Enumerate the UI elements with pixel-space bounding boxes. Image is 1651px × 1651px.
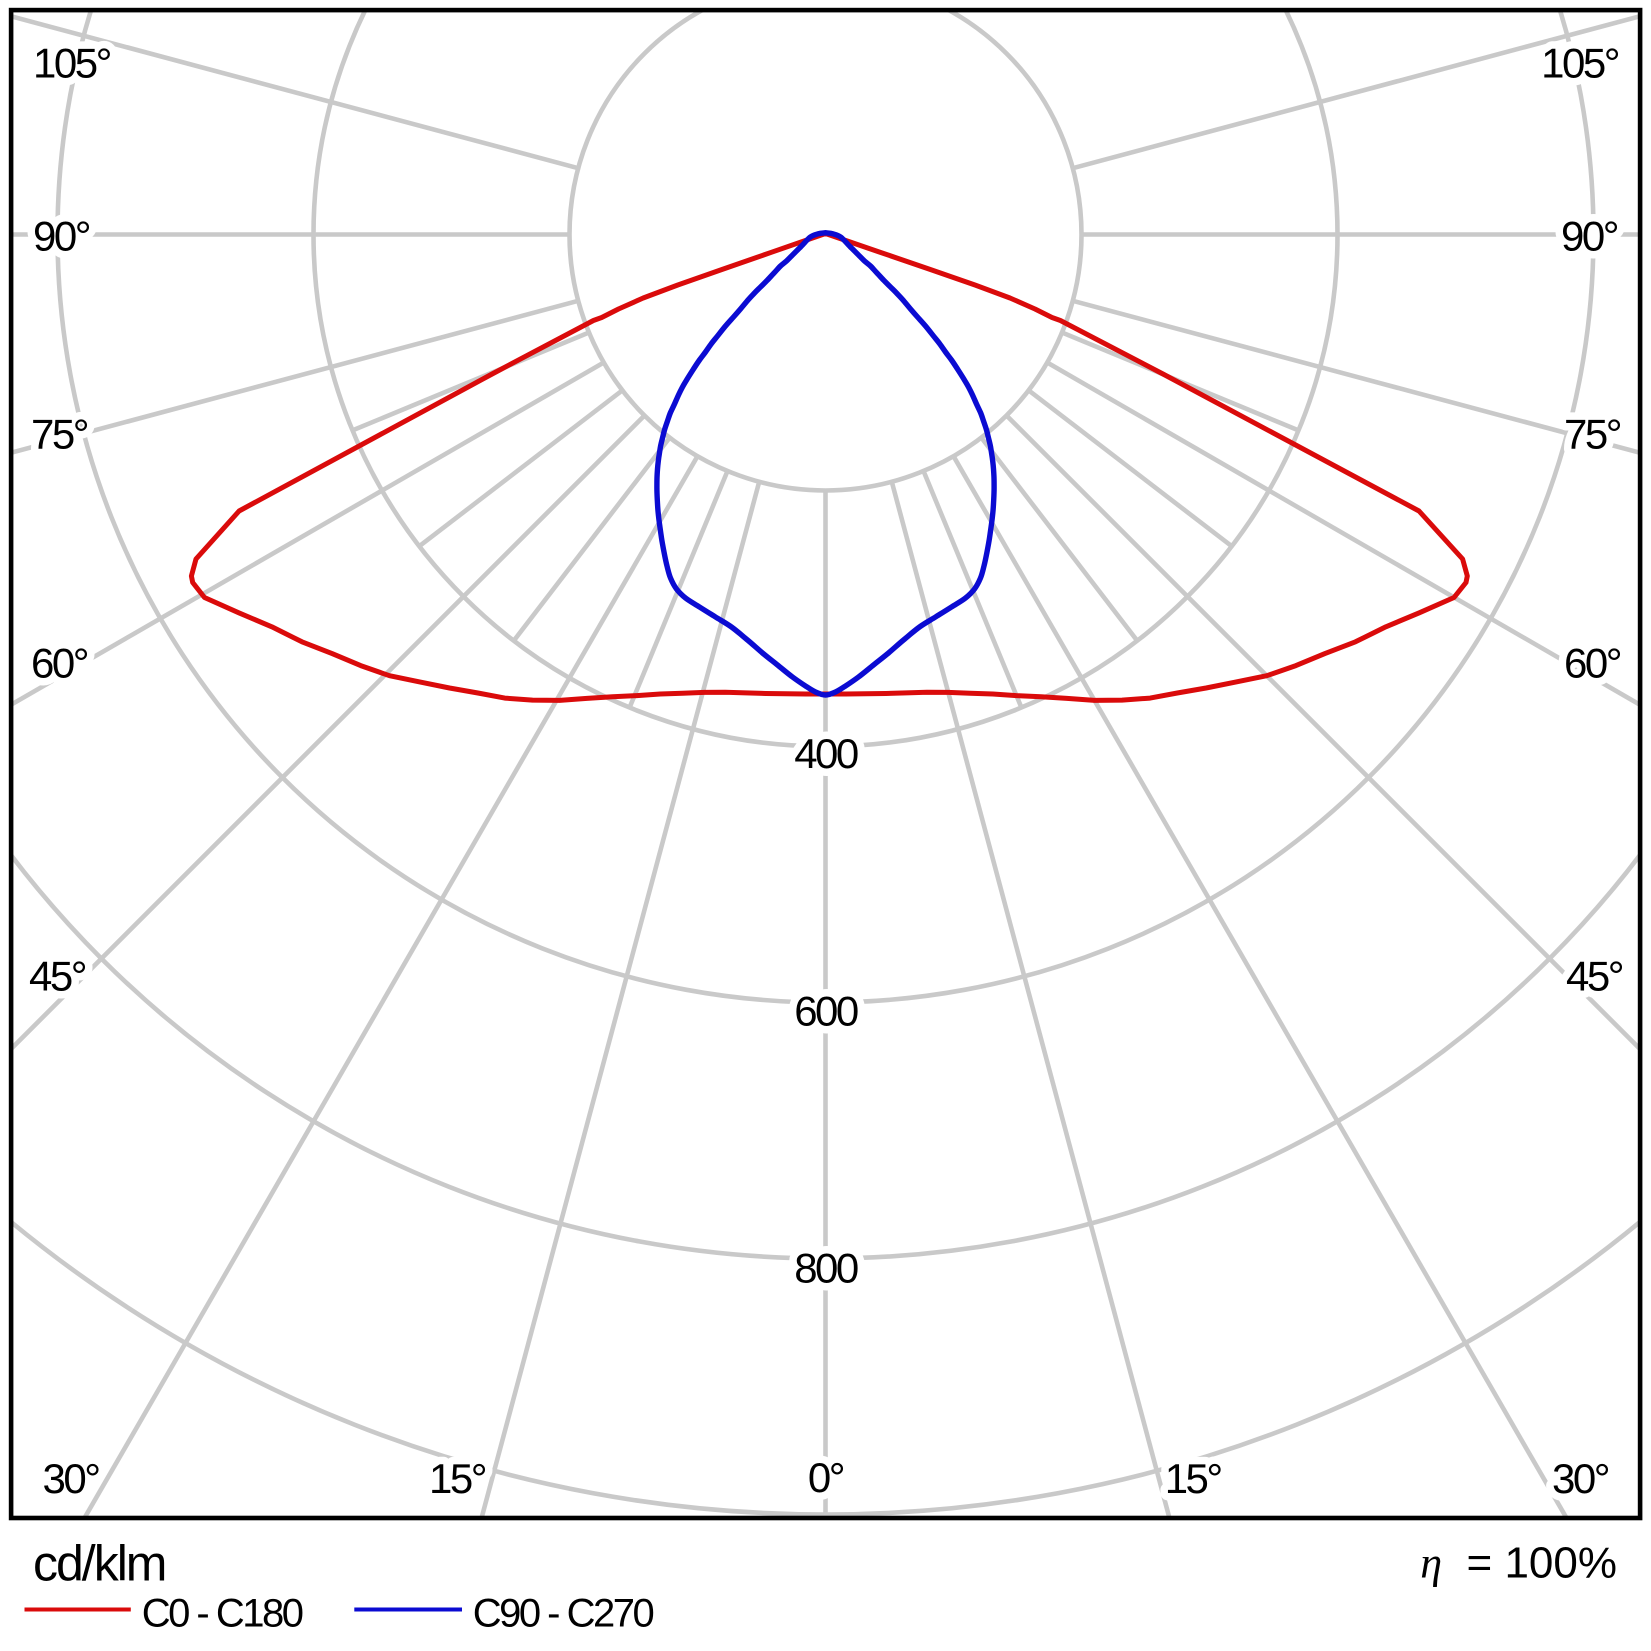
svg-text:45°: 45° bbox=[29, 952, 86, 999]
svg-text:C90 - C270: C90 - C270 bbox=[473, 1591, 654, 1635]
svg-text:C0 - C180: C0 - C180 bbox=[142, 1591, 303, 1635]
svg-text:cd/klm: cd/klm bbox=[33, 1536, 165, 1592]
svg-text:15°: 15° bbox=[1165, 1455, 1222, 1502]
svg-text:η = 100%: η = 100% bbox=[1420, 1539, 1617, 1588]
svg-text:60°: 60° bbox=[31, 639, 88, 686]
svg-text:60°: 60° bbox=[1564, 639, 1621, 686]
svg-text:105°: 105° bbox=[1541, 39, 1619, 86]
svg-text:45°: 45° bbox=[1566, 952, 1623, 999]
svg-text:800: 800 bbox=[794, 1245, 858, 1292]
svg-text:75°: 75° bbox=[1564, 410, 1621, 457]
svg-text:105°: 105° bbox=[33, 39, 111, 86]
svg-text:15°: 15° bbox=[429, 1455, 486, 1502]
svg-text:600: 600 bbox=[794, 988, 858, 1035]
svg-text:30°: 30° bbox=[42, 1455, 99, 1502]
svg-text:90°: 90° bbox=[1561, 212, 1618, 259]
svg-text:75°: 75° bbox=[31, 410, 88, 457]
svg-text:30°: 30° bbox=[1552, 1455, 1609, 1502]
svg-text:90°: 90° bbox=[33, 212, 90, 259]
svg-text:400: 400 bbox=[794, 730, 858, 777]
svg-text:0°: 0° bbox=[808, 1454, 844, 1501]
